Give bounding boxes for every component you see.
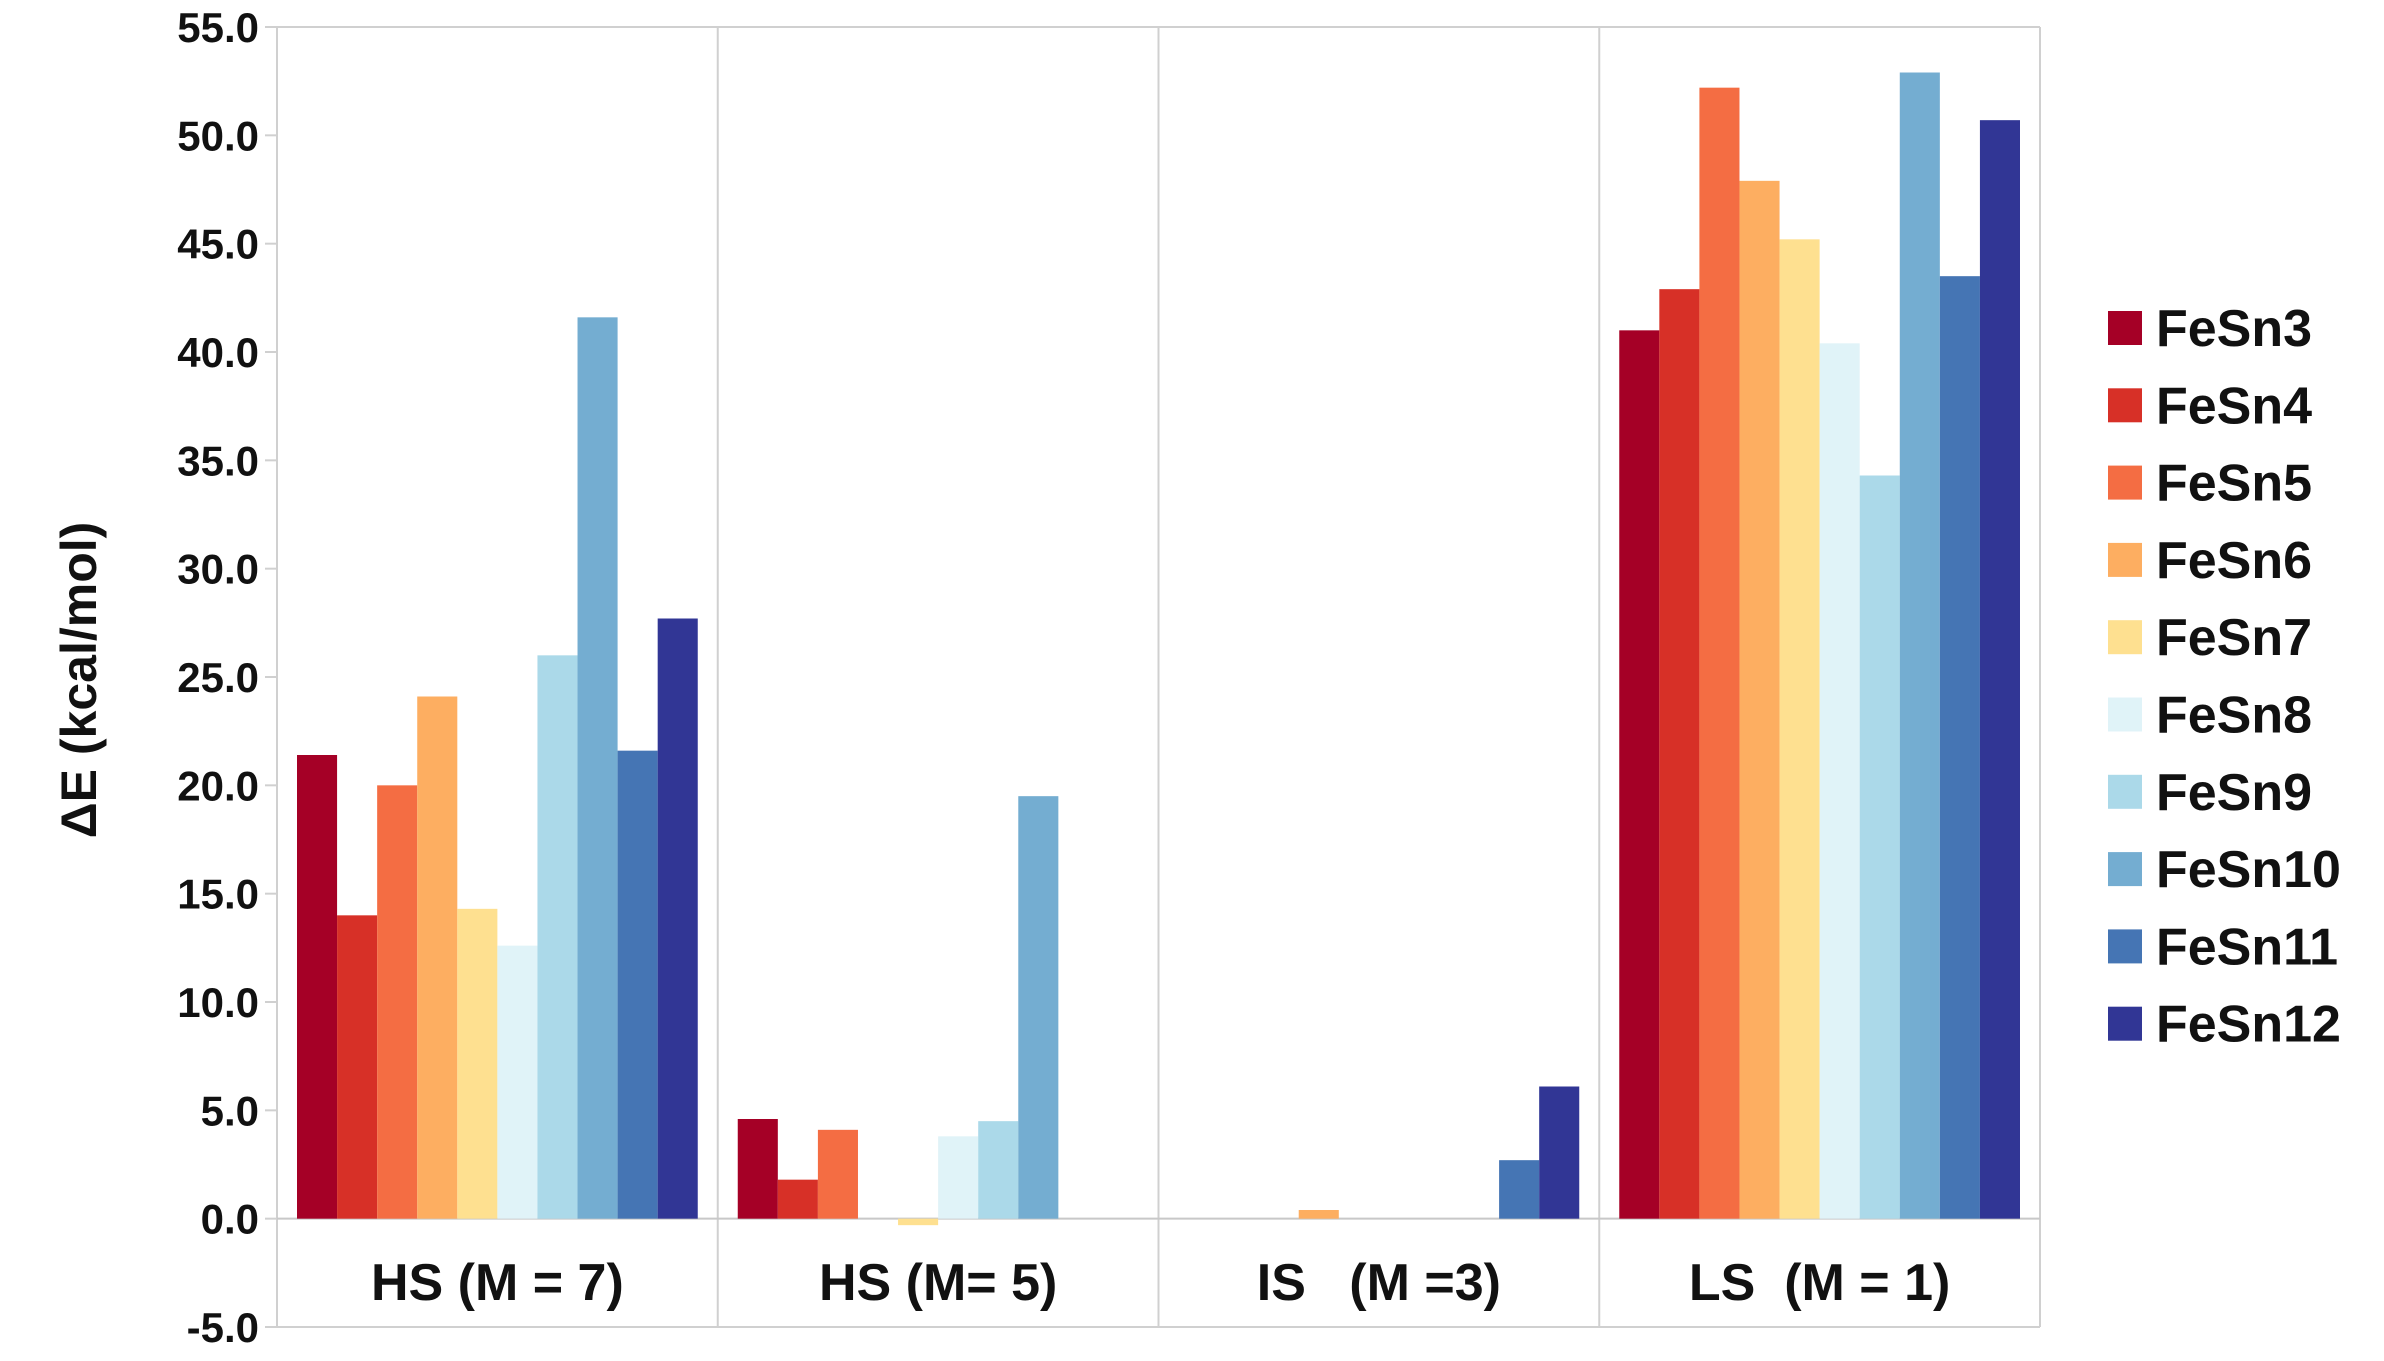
bar-fesn5-2 <box>817 1129 858 1219</box>
legend-label-fesn8: FeSn8 <box>2156 687 2312 745</box>
bar-fesn3-1 <box>297 755 338 1219</box>
legend-swatch-fesn4 <box>2108 388 2142 423</box>
category-label: HS (M= 5) <box>819 1254 1057 1312</box>
bar-fesn11-1 <box>617 750 658 1219</box>
legend: FeSn3 FeSn4 FeSn5 FeSn6 FeSn7 FeSn8 FeSn9 FeSn1… <box>2108 300 2341 1054</box>
y-tick-label: 30.0 <box>177 546 259 593</box>
x-axis: HS (M = 7) HS (M= 5) IS (M =3) LS (M = 1) <box>371 1254 1950 1312</box>
legend-swatch-fesn3 <box>2108 311 2142 345</box>
y-tick-label: 25.0 <box>177 654 259 701</box>
legend-label-fesn3: FeSn3 <box>2156 300 2312 358</box>
category-label: IS (M =3) <box>1257 1254 1501 1312</box>
legend-swatch-fesn11 <box>2108 929 2142 964</box>
bar-fesn10-1 <box>577 317 618 1219</box>
bar-fesn6-4 <box>1739 180 1780 1219</box>
y-tick-label: 35.0 <box>177 437 259 484</box>
category-label: HS (M = 7) <box>371 1254 624 1312</box>
bar-fesn8-1 <box>497 945 538 1219</box>
bar-fesn7-1 <box>457 908 498 1219</box>
bar-fesn4-1 <box>337 915 378 1219</box>
y-tick-label: 20.0 <box>177 762 259 809</box>
bar-fesn9-4 <box>1859 475 1900 1219</box>
bar-fesn12-4 <box>1979 120 2020 1219</box>
bar-fesn4-4 <box>1659 289 1700 1219</box>
bar-fesn8-2 <box>938 1136 979 1219</box>
bar-fesn5-1 <box>377 785 418 1219</box>
legend-swatch-fesn8 <box>2108 697 2142 732</box>
y-axis: 55.0 50.0 45.0 40.0 35.0 30.0 25.0 20.0 15.0 10.0… <box>177 4 277 1351</box>
bar-fesn5-4 <box>1699 87 1740 1219</box>
bar-fesn9-2 <box>978 1121 1019 1219</box>
bars <box>297 72 2020 1226</box>
bar-fesn12-3 <box>1539 1086 1580 1219</box>
bar-fesn7-4 <box>1779 239 1820 1219</box>
legend-swatch-fesn10 <box>2108 852 2142 887</box>
bar-fesn10-2 <box>1018 796 1059 1219</box>
bar-fesn11-4 <box>1939 276 1980 1219</box>
y-tick-label: 15.0 <box>177 871 259 918</box>
bar-fesn11-3 <box>1499 1160 1540 1219</box>
bar-fesn12-1 <box>657 618 698 1219</box>
legend-swatch-fesn12 <box>2108 1006 2142 1041</box>
bar-fesn9-1 <box>537 655 578 1219</box>
legend-swatch-fesn6 <box>2108 542 2142 577</box>
y-tick-label: 10.0 <box>177 979 259 1026</box>
legend-label-fesn5: FeSn5 <box>2156 455 2312 513</box>
bar-fesn4-2 <box>777 1179 818 1219</box>
legend-label-fesn11: FeSn11 <box>2156 918 2338 976</box>
legend-label-fesn7: FeSn7 <box>2156 609 2312 667</box>
legend-swatch-fesn5 <box>2108 465 2142 500</box>
legend-label-fesn6: FeSn6 <box>2156 532 2312 590</box>
y-tick-label: -5.0 <box>187 1304 259 1351</box>
bar-fesn6-3 <box>1298 1210 1339 1219</box>
category-label: LS (M = 1) <box>1689 1254 1950 1312</box>
legend-label-fesn9: FeSn9 <box>2156 764 2312 822</box>
y-tick-label: 40.0 <box>177 329 259 376</box>
legend-swatch-fesn9 <box>2108 774 2142 809</box>
y-tick-label: 45.0 <box>177 221 259 268</box>
bar-fesn6-1 <box>417 696 458 1219</box>
legend-swatch-fesn7 <box>2108 620 2142 655</box>
legend-label-fesn12: FeSn12 <box>2156 996 2341 1054</box>
bar-fesn3-4 <box>1619 330 1660 1219</box>
bar-fesn7-2 <box>898 1218 939 1226</box>
bar-fesn3-2 <box>737 1119 778 1219</box>
y-tick-label: 50.0 <box>177 112 259 159</box>
y-tick-label: 55.0 <box>177 4 259 51</box>
y-tick-label: 0.0 <box>201 1196 259 1243</box>
y-tick-label: 5.0 <box>201 1087 259 1134</box>
legend-label-fesn10: FeSn10 <box>2156 841 2341 899</box>
legend-label-fesn4: FeSn4 <box>2156 377 2312 435</box>
bar-fesn8-4 <box>1819 343 1860 1219</box>
bar-fesn10-4 <box>1899 72 1940 1219</box>
y-axis-title: ΔE (kcal/mol) <box>51 522 107 839</box>
